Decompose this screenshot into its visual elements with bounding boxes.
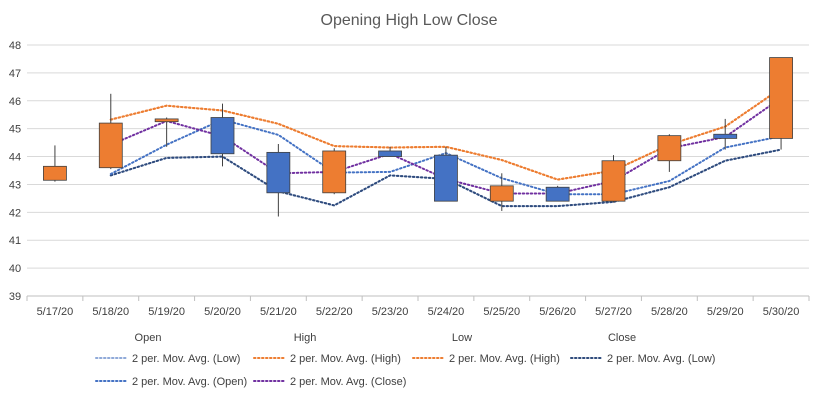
series-label: Open bbox=[135, 332, 162, 344]
candle-body bbox=[154, 118, 179, 123]
x-axis bbox=[26, 295, 810, 301]
series-label: Low bbox=[452, 332, 472, 344]
y-axis-tick-labels: 39 40 41 42 43 44 45 46 47 48 bbox=[9, 40, 21, 303]
candle-body bbox=[489, 185, 514, 202]
x-tick-label: 5/22/20 bbox=[316, 306, 353, 318]
x-tick-label: 5/24/20 bbox=[428, 306, 465, 318]
x-tick-label: 5/26/20 bbox=[539, 306, 576, 318]
y-tick-label: 39 bbox=[9, 291, 21, 303]
candle-body bbox=[769, 57, 793, 139]
series-labels: Open High Low Close bbox=[135, 332, 637, 344]
x-tick-label: 5/17/20 bbox=[37, 306, 74, 318]
legend-label: 2 per. Mov. Avg. (Close) bbox=[290, 376, 406, 388]
candle-body bbox=[43, 165, 67, 181]
x-tick-label: 5/18/20 bbox=[92, 306, 129, 318]
candle-body bbox=[657, 135, 682, 162]
x-tick-label: 5/27/20 bbox=[595, 306, 632, 318]
series-label: Close bbox=[608, 332, 636, 344]
x-tick-label: 5/20/20 bbox=[204, 306, 241, 318]
x-tick-label: 5/29/20 bbox=[707, 306, 744, 318]
y-tick-label: 41 bbox=[9, 235, 21, 247]
legend-label: 2 per. Mov. Avg. (Low) bbox=[132, 353, 240, 365]
candle-body bbox=[713, 133, 738, 139]
gridlines bbox=[27, 44, 809, 297]
y-tick-label: 44 bbox=[9, 152, 21, 164]
legend: 2 per. Mov. Avg. (Low) 2 per. Mov. Avg. (… bbox=[95, 353, 715, 388]
y-tick-label: 48 bbox=[9, 40, 21, 52]
x-tick-label: 5/30/20 bbox=[763, 306, 800, 318]
x-tick-label: 5/25/20 bbox=[483, 306, 520, 318]
x-tick-label: 5/19/20 bbox=[148, 306, 185, 318]
y-tick-label: 43 bbox=[9, 179, 21, 191]
candle-body bbox=[210, 117, 235, 155]
candle-body bbox=[266, 151, 291, 194]
y-tick-label: 40 bbox=[9, 263, 21, 275]
y-tick-label: 42 bbox=[9, 207, 21, 219]
x-tick-label: 5/21/20 bbox=[260, 306, 297, 318]
legend-label: 2 per. Mov. Avg. (Low) bbox=[607, 353, 715, 365]
y-tick-label: 47 bbox=[9, 68, 21, 80]
series-label: High bbox=[294, 332, 317, 344]
candlesticks bbox=[43, 57, 793, 217]
candle-body bbox=[601, 160, 626, 202]
candle-body bbox=[378, 150, 402, 157]
x-tick-label: 5/23/20 bbox=[372, 306, 409, 318]
x-axis-tick-labels: 5/17/20 5/18/20 5/19/20 5/20/20 5/21/20 5/22/… bbox=[37, 306, 800, 318]
chart-title: Opening High Low Close bbox=[321, 12, 498, 29]
legend-label: 2 per. Mov. Avg. (High) bbox=[290, 353, 401, 365]
candle-body bbox=[322, 150, 347, 194]
x-tick-label: 5/28/20 bbox=[651, 306, 688, 318]
legend-label: 2 per. Mov. Avg. (Open) bbox=[132, 376, 247, 388]
y-tick-label: 46 bbox=[9, 96, 21, 108]
candle-body bbox=[98, 122, 123, 169]
candle-body bbox=[545, 186, 570, 202]
y-tick-label: 45 bbox=[9, 124, 21, 136]
candle-body bbox=[434, 154, 458, 202]
legend-label: 2 per. Mov. Avg. (High) bbox=[449, 353, 560, 365]
